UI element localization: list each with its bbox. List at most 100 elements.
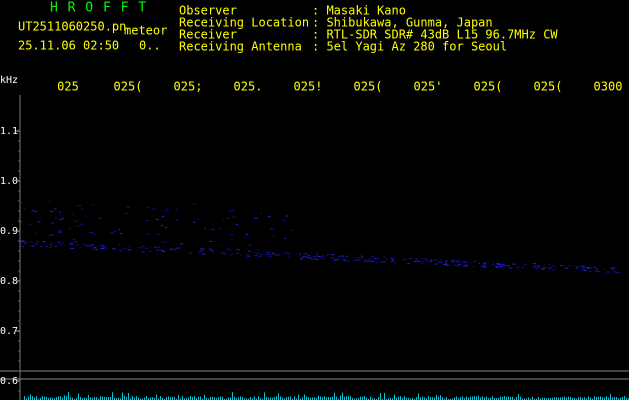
noise-bar [310, 397, 311, 400]
echo-dot [495, 266, 498, 268]
noise-bar [438, 396, 439, 400]
noise-bar [364, 396, 365, 400]
echo-dot [155, 219, 160, 220]
noise-bar [176, 398, 177, 400]
echo-dot [552, 269, 555, 271]
echo-dot [581, 266, 586, 268]
echo-dot [607, 271, 609, 273]
echo-dot [456, 260, 460, 262]
echo-dot [465, 264, 468, 266]
echo-dot [127, 206, 130, 208]
echo-dot [333, 258, 336, 260]
noise-bar [550, 398, 551, 400]
echo-dot [208, 240, 213, 242]
noise-bar [614, 397, 615, 400]
echo-dot [239, 254, 242, 256]
echo-dot [366, 261, 370, 263]
echo-dot [175, 209, 178, 211]
time-label: 025( [114, 80, 143, 94]
noise-bar [336, 396, 337, 400]
echo-dot [154, 209, 156, 211]
noise-bar [118, 397, 119, 400]
echo-dot [231, 253, 234, 255]
noise-bar [32, 396, 33, 400]
noise-bar [290, 396, 291, 400]
echo-dot [245, 234, 249, 235]
echo-dot [515, 266, 519, 268]
noise-bar [618, 398, 619, 400]
echo-dot [284, 238, 287, 239]
noise-bar [232, 392, 233, 400]
echo-dot [230, 254, 232, 256]
noise-bar [588, 396, 589, 400]
noise-bar [586, 398, 587, 400]
noise-bar [128, 392, 129, 400]
noise-bar [266, 396, 267, 400]
echo-dot [91, 244, 95, 246]
echo-dot [485, 266, 488, 268]
noise-bar [254, 396, 255, 400]
noise-bar [296, 398, 297, 400]
noise-bar [122, 392, 123, 400]
noise-bar [418, 393, 419, 400]
noise-bar [570, 396, 571, 400]
noise-bar [564, 396, 565, 400]
echo-dot [70, 248, 74, 250]
echo-traces [20, 201, 621, 274]
echo-dot [484, 265, 486, 267]
noise-bar [230, 397, 231, 400]
echo-dot [89, 232, 93, 234]
noise-bar [328, 396, 329, 400]
noise-bar [392, 398, 393, 400]
echo-dot [70, 244, 73, 245]
noise-bar [398, 396, 399, 400]
echo-dot [361, 257, 364, 259]
noise-bar [90, 397, 91, 400]
echo-dot [455, 265, 460, 267]
echo-dot [543, 267, 546, 269]
echo-dot [616, 271, 621, 273]
echo-dot [208, 248, 212, 250]
noise-bar [40, 397, 41, 400]
echo-dot [230, 234, 234, 236]
noise-bar [496, 398, 497, 400]
echo-dot [60, 242, 64, 244]
noise-bar [184, 398, 185, 400]
noise-bar [406, 397, 407, 400]
echo-dot [453, 265, 456, 266]
echo-dot [222, 219, 224, 221]
echo-dot [92, 248, 95, 250]
echo-dot [164, 227, 168, 229]
echo-dot [571, 265, 574, 267]
noise-bar [502, 396, 503, 400]
echo-dot [229, 249, 232, 251]
noise-bar [100, 396, 101, 400]
noise-bar [126, 397, 127, 400]
echo-dot [79, 247, 82, 249]
echo-dot [360, 255, 363, 257]
noise-bar [374, 398, 375, 400]
echo-dot [580, 269, 583, 271]
noise-bar [102, 396, 103, 400]
echo-dot [226, 248, 229, 250]
echo-dot [34, 232, 37, 234]
noise-bar [466, 396, 467, 400]
echo-dot [200, 250, 204, 252]
noise-bar [444, 398, 445, 400]
echo-dot [169, 248, 174, 250]
echo-dot [231, 210, 235, 211]
echo-dot [446, 259, 448, 261]
echo-dot [74, 241, 78, 243]
noise-bar [242, 396, 243, 400]
noise-bar [610, 394, 611, 400]
echo-dot [536, 265, 540, 267]
echo-dot [587, 267, 590, 269]
echo-dot [175, 247, 179, 249]
echo-dot [595, 271, 599, 273]
echo-dot [409, 258, 412, 260]
time-label: 025. [234, 80, 263, 94]
noise-bar [360, 396, 361, 400]
noise-bar [426, 398, 427, 400]
noise-bar [76, 397, 77, 400]
echo-dot [193, 221, 196, 223]
